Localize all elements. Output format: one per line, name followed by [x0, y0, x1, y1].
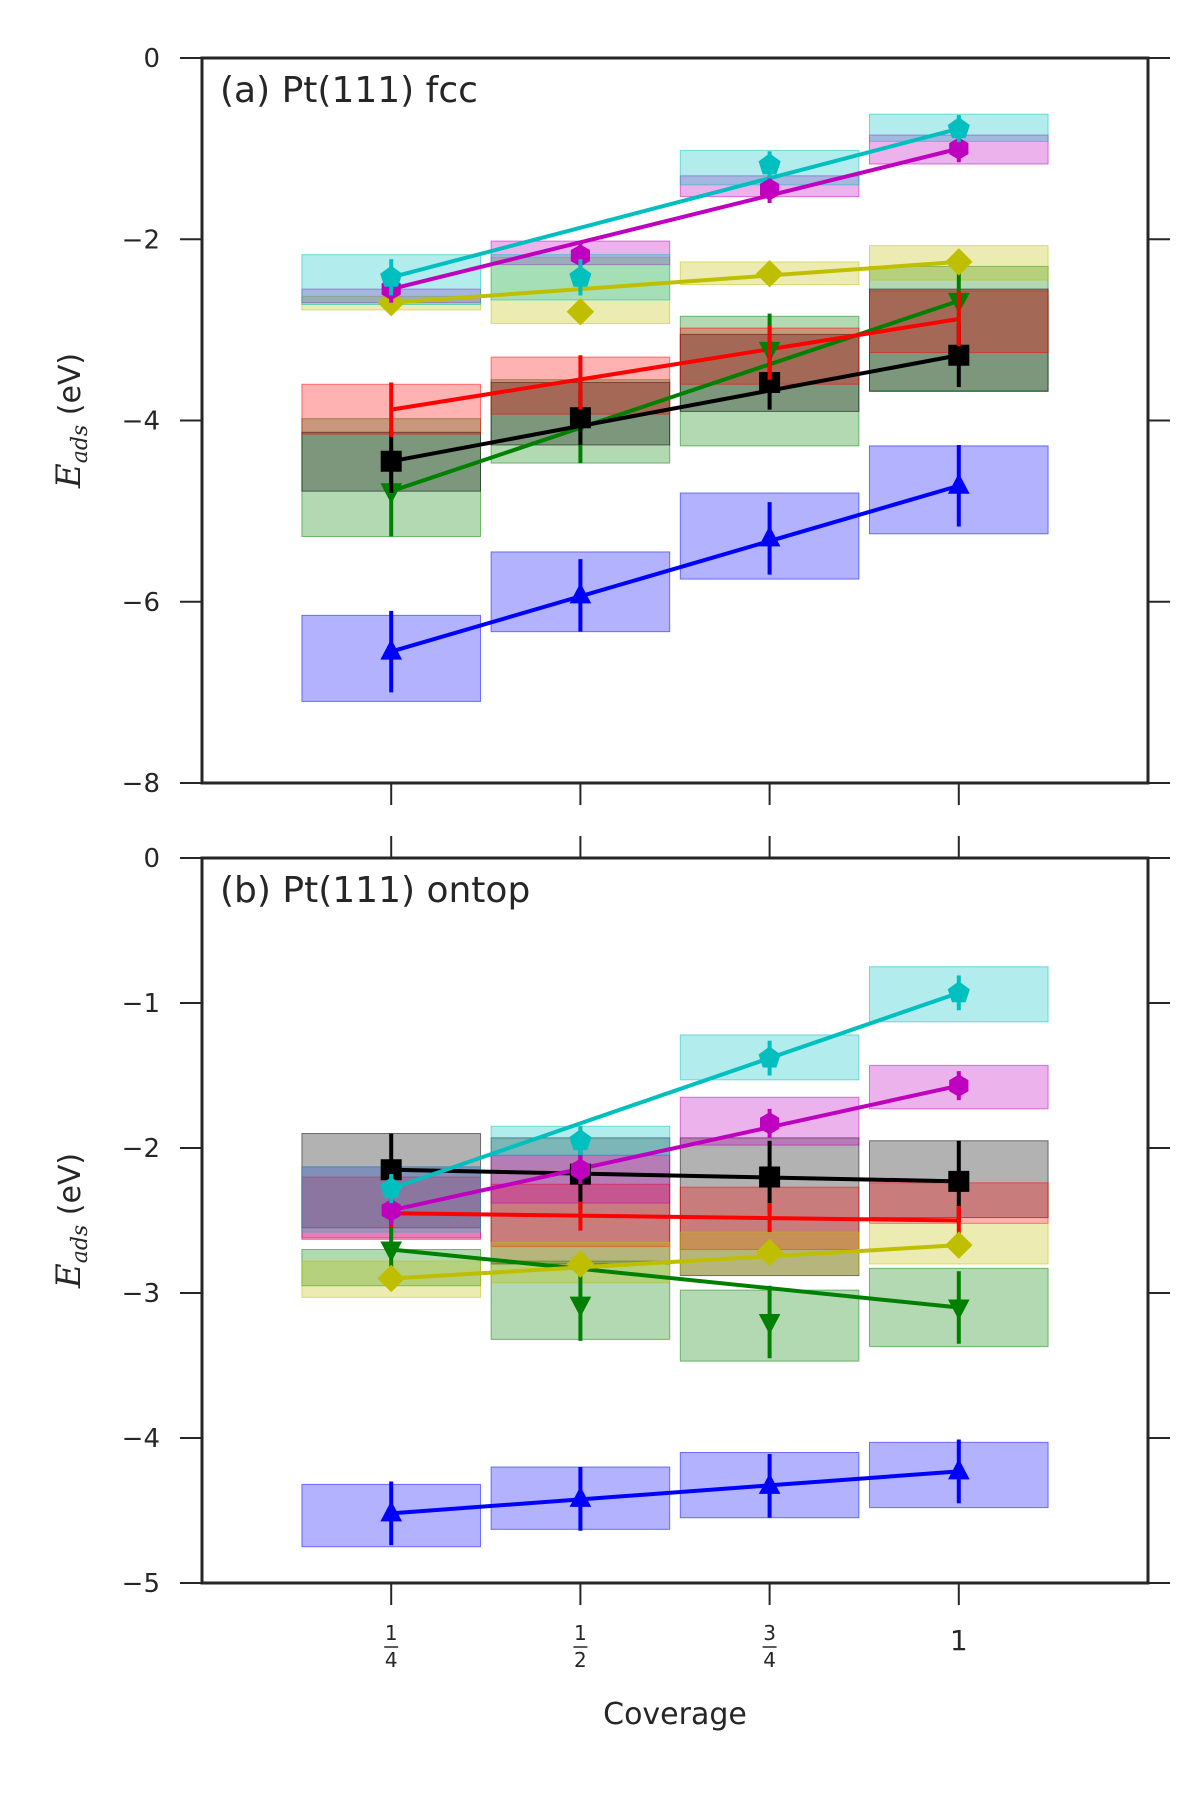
data-point: [948, 1170, 970, 1192]
y-tick-label: −8: [122, 769, 160, 799]
series-line: [391, 1243, 959, 1281]
series-line: [390, 1247, 960, 1310]
panel-title: (a) Pt(111) fcc: [220, 70, 478, 111]
data-point: [949, 1074, 969, 1097]
y-tick-label: −4: [122, 1424, 160, 1454]
series-line: [390, 483, 960, 654]
data-point: [947, 473, 970, 494]
x-tick-label-numerator: 1: [574, 1621, 587, 1645]
x-tick-label-numerator: 1: [385, 1621, 398, 1645]
data-point: [569, 1129, 592, 1151]
series-line: [390, 353, 960, 464]
plot-frame: [200, 856, 1150, 1585]
y-tick-label: −2: [122, 225, 160, 255]
panel-title: (b) Pt(111) ontop: [220, 870, 530, 911]
data-point: [760, 178, 780, 201]
data-point: [377, 1264, 405, 1293]
series-line: [390, 990, 960, 1191]
series-line: [390, 317, 960, 412]
data-point: [380, 1176, 403, 1198]
data-point: [381, 1199, 401, 1222]
plot-area: [202, 58, 1148, 783]
data-point: [759, 371, 781, 393]
x-tick-label-denominator: 4: [763, 1648, 776, 1672]
y-tick-label: −4: [122, 407, 160, 437]
y-axis-label: Eads (eV): [49, 1153, 93, 1289]
data-point: [945, 1231, 973, 1259]
data-point: [949, 137, 969, 160]
y-tick-label: −1: [122, 989, 160, 1019]
data-point: [569, 582, 592, 604]
data-point: [566, 1250, 595, 1278]
data-point: [947, 1299, 970, 1321]
x-tick-label-denominator: 2: [574, 1648, 587, 1672]
x-tick-label-denominator: 4: [385, 1648, 398, 1672]
y-tick-label: −3: [122, 1279, 160, 1309]
series-line: [390, 126, 960, 280]
y-tick-label: −5: [122, 1569, 160, 1599]
data-point: [380, 639, 403, 660]
plot-area: [202, 858, 1148, 1583]
series-line: [391, 1167, 959, 1184]
data-point: [759, 1166, 781, 1188]
data-point: [570, 1158, 590, 1181]
series-line: [391, 259, 959, 305]
data-point: [758, 525, 781, 547]
data-point: [947, 117, 970, 139]
data-point: [380, 450, 402, 472]
series-line: [391, 1469, 959, 1516]
data-point: [380, 1159, 402, 1181]
data-point: [566, 298, 595, 326]
data-point: [948, 344, 970, 366]
data-point: [380, 1241, 403, 1263]
data-point: [760, 1112, 780, 1135]
data-point: [569, 1296, 592, 1318]
series-line: [391, 1211, 959, 1223]
panel-b: 0 −1 −2 −3 −4 −5 (b) Pt(111) ontop Eads (eV) 1 4 1…: [49, 836, 1170, 1732]
y-tick-label: 0: [143, 44, 160, 74]
x-axis-label: Coverage: [603, 1697, 747, 1732]
data-point: [945, 248, 973, 276]
x-tick-label-numerator: 3: [763, 1621, 776, 1645]
y-tick-label: 0: [143, 844, 160, 874]
data-point: [755, 1238, 784, 1267]
data-point: [380, 265, 403, 287]
data-point: [569, 265, 592, 287]
x-tick-label: 1: [950, 1624, 968, 1657]
y-axis-label: Eads (eV): [49, 353, 93, 489]
data-point: [758, 1473, 781, 1494]
series-line: [390, 1083, 960, 1213]
data-point: [758, 1046, 781, 1068]
y-tick-label: −6: [122, 588, 160, 618]
y-tick-label: −2: [122, 1134, 160, 1164]
data-point: [755, 259, 784, 288]
series-line: [390, 146, 960, 292]
data-point: [380, 1500, 403, 1522]
data-point: [569, 1486, 592, 1507]
data-point: [758, 1314, 781, 1335]
data-point: [947, 1458, 970, 1480]
data-point: [947, 981, 970, 1003]
data-point: [569, 407, 591, 429]
data-point: [758, 153, 781, 175]
panel-a: 0 −2 −4 −6 −8 (a) Pt(111) fcc Eads (eV): [49, 44, 1170, 805]
